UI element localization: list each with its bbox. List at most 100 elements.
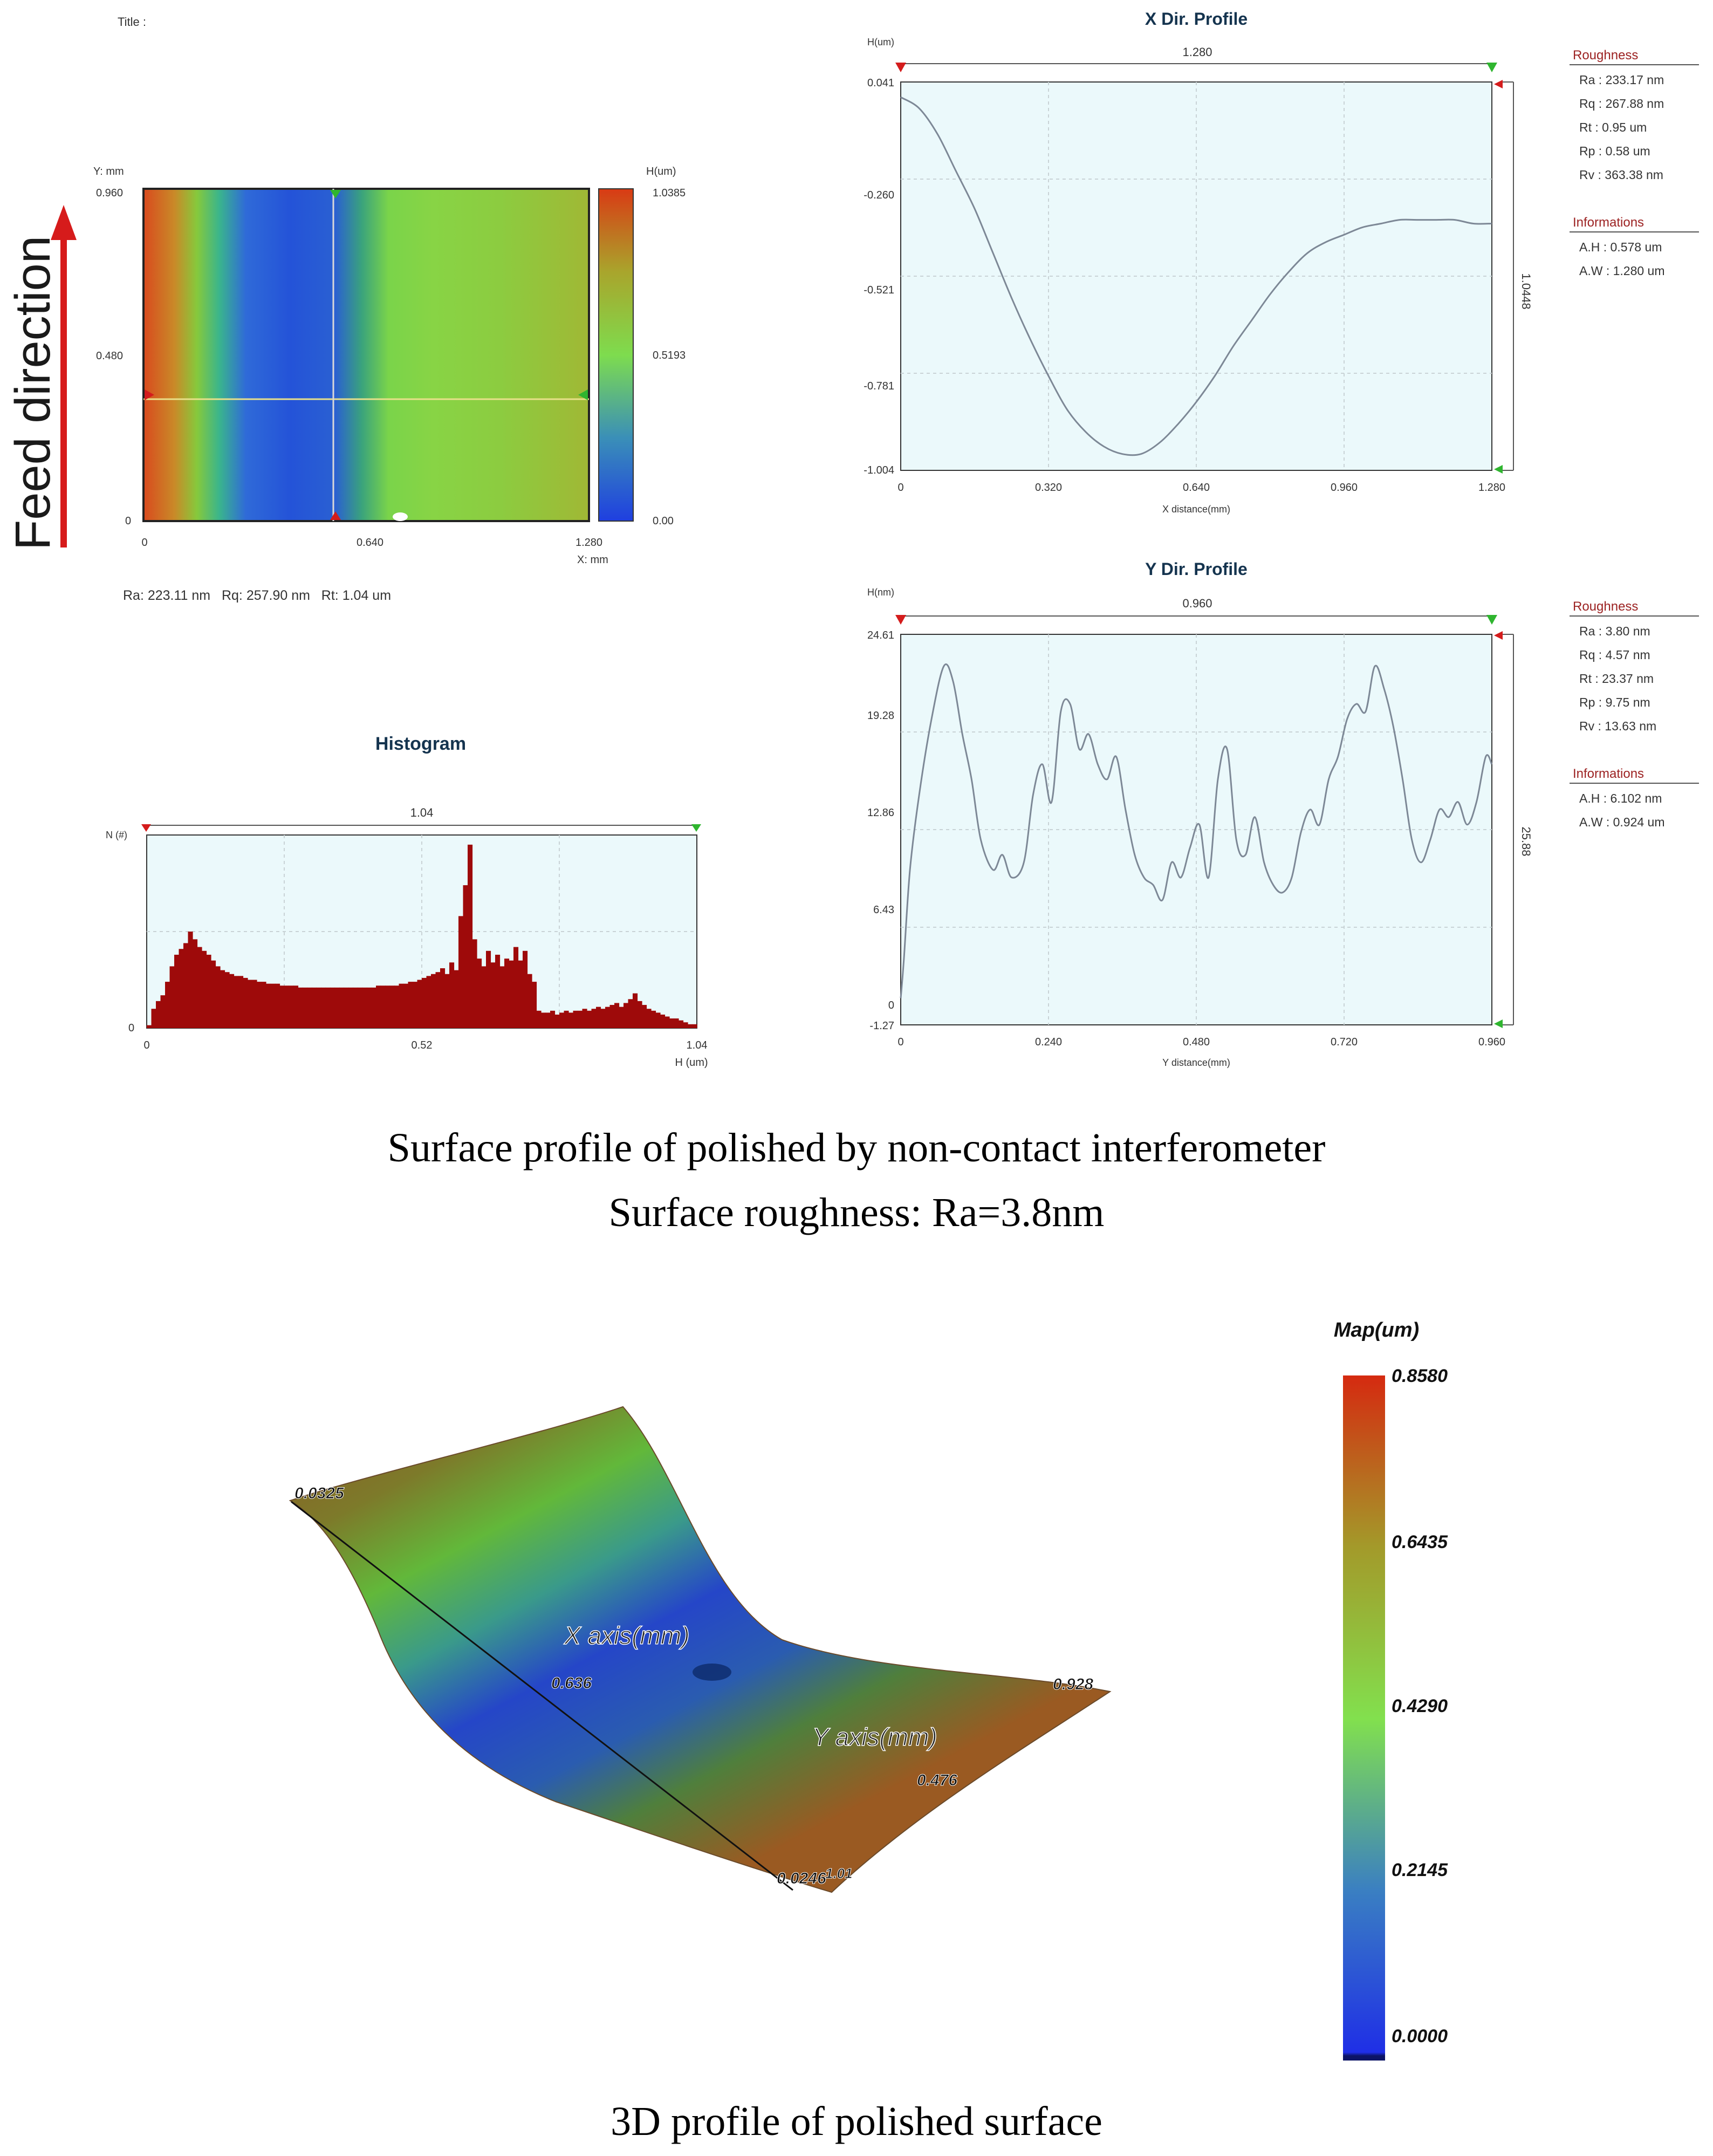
histogram-bar xyxy=(683,1022,688,1028)
histogram-bar xyxy=(582,1009,587,1028)
histogram-bar xyxy=(587,1010,592,1028)
y-profile-range-label: 0.960 xyxy=(1182,597,1212,610)
x-profile-grid xyxy=(901,82,1492,470)
y-profile-panel: Y Dir. Profile H(nm) 0.960 25.88 24.61 1… xyxy=(867,559,1699,1068)
histogram-bar xyxy=(619,1007,624,1028)
x-profile-x-tick-0: 0 xyxy=(897,482,903,494)
y-profile-rv: Rv : 13.63 nm xyxy=(1579,719,1656,733)
histogram-bar xyxy=(568,1012,574,1028)
x-profile-marker-right-bottom[interactable] xyxy=(1494,465,1503,474)
3d-legend-tick-1: 0.6435 xyxy=(1392,1532,1448,1552)
histogram-bars xyxy=(147,844,697,1028)
y-profile-x-tick-4: 0.960 xyxy=(1478,1036,1505,1048)
3d-x-axis-title: X axis(mm) xyxy=(564,1621,690,1649)
histogram-bar xyxy=(147,1025,152,1028)
histogram-bar xyxy=(600,1009,606,1028)
x-profile-y-tick-2: -0.521 xyxy=(864,284,894,296)
histogram-bar xyxy=(284,985,290,1028)
y-profile-marker-top-left[interactable] xyxy=(895,615,906,625)
histogram-bar xyxy=(220,970,225,1028)
histogram-bar xyxy=(486,950,491,1028)
3d-label-corner-left: 0.0325 xyxy=(294,1484,345,1502)
histogram-bar xyxy=(655,1012,661,1028)
marker-top-green[interactable] xyxy=(330,190,341,199)
histogram-bar xyxy=(472,939,477,1028)
histogram-bar xyxy=(637,1001,642,1028)
histogram-bar xyxy=(206,954,211,1028)
histogram-bar xyxy=(275,983,280,1028)
x-profile-marker-right-top[interactable] xyxy=(1494,80,1503,88)
x-profile-marker-top-left[interactable] xyxy=(895,63,906,72)
histogram-bar xyxy=(536,1010,542,1028)
histogram-bar xyxy=(477,959,482,1028)
map-x-tick-0: 0 xyxy=(141,537,147,549)
histogram-bar xyxy=(174,954,180,1028)
histogram-bar xyxy=(385,985,390,1028)
y-profile-y-tick-3: 6.43 xyxy=(873,904,894,916)
y-profile-x-tick-0: 0 xyxy=(897,1036,903,1048)
histogram-bar xyxy=(554,1014,560,1028)
surface-map-panel: Title : Feed direction Y: mm 0.960 0.480… xyxy=(5,15,686,603)
y-profile-ah: A.H : 6.102 nm xyxy=(1579,791,1662,805)
histogram-bar xyxy=(495,954,501,1028)
map-x-tick-end: 1.280 xyxy=(575,537,602,549)
histogram-marker-left[interactable] xyxy=(141,824,151,832)
histogram-bar xyxy=(303,987,308,1028)
histogram-bar xyxy=(513,947,519,1028)
y-profile-marker-right-top[interactable] xyxy=(1494,631,1503,640)
x-profile-rq: Rq : 267.88 nm xyxy=(1579,97,1664,111)
feed-direction-label: Feed direction xyxy=(5,236,60,550)
histogram-bar xyxy=(339,987,345,1028)
histogram-bar xyxy=(202,950,207,1028)
histogram-bar xyxy=(183,943,189,1028)
histogram-bar xyxy=(224,972,230,1028)
x-profile-x-tick-4: 1.280 xyxy=(1478,482,1505,494)
histogram-bar xyxy=(596,1007,601,1028)
histogram-bar xyxy=(252,980,257,1028)
histogram-title: Histogram xyxy=(375,734,466,754)
marker-right-green[interactable] xyxy=(578,389,588,400)
histogram-bar xyxy=(458,916,464,1028)
map-y-tick-top: 0.960 xyxy=(96,187,123,199)
histogram-bar xyxy=(188,932,193,1028)
3d-y-axis-title: Y axis(mm) xyxy=(812,1723,937,1751)
histogram-bar xyxy=(312,987,317,1028)
caption-bottom: 3D profile of polished surface xyxy=(611,2099,1102,2144)
histogram-bar xyxy=(266,983,271,1028)
histogram-bar xyxy=(197,947,202,1028)
3d-label-x-mid: 0.636 xyxy=(551,1674,592,1692)
x-profile-range-label: 1.280 xyxy=(1182,45,1212,59)
histogram-bar xyxy=(193,939,198,1028)
caption-line-1: Surface profile of polished by non-conta… xyxy=(387,1125,1326,1171)
y-profile-marker-top-right[interactable] xyxy=(1486,615,1497,625)
histogram-bar xyxy=(646,1009,652,1028)
histogram-grid xyxy=(147,835,697,1028)
3d-legend-tick-2: 0.4290 xyxy=(1392,1696,1448,1716)
histogram-bar xyxy=(688,1024,693,1028)
x-profile-x-tick-2: 0.640 xyxy=(1183,482,1210,494)
histogram-bar xyxy=(169,966,175,1028)
histogram-bar xyxy=(325,987,331,1028)
y-profile-marker-right-bottom[interactable] xyxy=(1494,1019,1503,1028)
histogram-bar xyxy=(417,980,422,1028)
marker-bottom-red[interactable] xyxy=(330,511,341,520)
y-profile-x-label: Y distance(mm) xyxy=(1162,1057,1230,1068)
x-profile-roughness-header: Roughness xyxy=(1573,48,1638,63)
histogram-bar xyxy=(348,987,354,1028)
histogram-bar xyxy=(289,985,294,1028)
histogram-bar xyxy=(504,959,510,1028)
colorbar-tick-top: 1.0385 xyxy=(653,187,686,199)
x-profile-marker-top-right[interactable] xyxy=(1486,63,1497,72)
histogram-bar xyxy=(353,987,358,1028)
x-profile-info-header: Informations xyxy=(1573,215,1644,230)
marker-left-red[interactable] xyxy=(145,389,154,400)
map-x-tick-mid: 0.640 xyxy=(357,537,383,549)
histogram-bar xyxy=(151,1009,156,1028)
x-profile-title: X Dir. Profile xyxy=(1145,9,1248,29)
y-profile-y-tick-4: 0 xyxy=(888,1000,894,1011)
histogram-panel: Histogram 1.04 N (#) 0 0 0.52 1.04 H (um… xyxy=(106,734,708,1069)
histogram-bar xyxy=(394,985,400,1028)
map-y-tick-mid: 0.480 xyxy=(96,350,123,362)
histogram-marker-right[interactable] xyxy=(691,824,701,832)
y-profile-y-tick-0: 24.61 xyxy=(867,629,894,641)
